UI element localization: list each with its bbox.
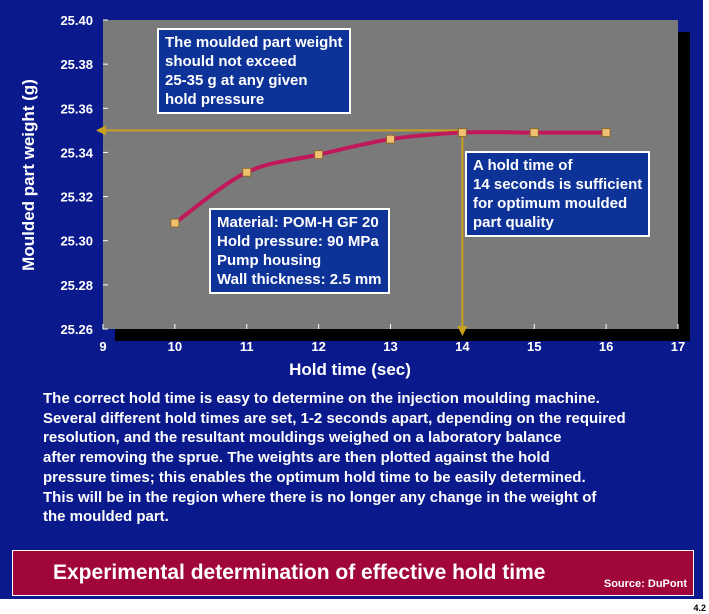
x-tick-label: 9 <box>99 339 106 354</box>
x-tick-label: 14 <box>455 339 470 354</box>
data-point <box>529 128 539 138</box>
annotation-weight-limit: The moulded part weight should not excee… <box>157 28 351 114</box>
annotation-hold-time: A hold time of 14 seconds is sufficient … <box>465 151 651 237</box>
slide-number: 4.2 <box>693 603 706 613</box>
description-text: The correct hold time is easy to determi… <box>43 390 626 526</box>
source-credit: Source: DuPont <box>603 578 687 590</box>
y-tick-label: 25.26 <box>60 322 93 337</box>
y-tick-label: 25.36 <box>60 101 93 116</box>
y-tick-label: 25.34 <box>60 145 93 160</box>
title-banner: Experimental determination of effective … <box>12 550 694 596</box>
y-tick-label: 25.38 <box>60 57 93 72</box>
annotation-material: Material: POM-H GF 20 Hold pressure: 90 … <box>209 208 390 294</box>
data-point <box>170 218 180 228</box>
y-tick-label: 25.28 <box>60 278 93 293</box>
data-point <box>601 128 611 138</box>
x-tick-label: 12 <box>311 339 325 354</box>
data-point <box>242 167 252 177</box>
y-axis-title: Moulded part weight (g) <box>19 79 38 271</box>
data-point <box>386 134 395 144</box>
x-tick-label: 17 <box>671 339 685 354</box>
y-tick-label: 25.40 <box>60 13 93 28</box>
slide-background: 9 10 11 12 13 14 15 16 17 25.26 25.28 25.30 25.32 25.… <box>0 0 703 599</box>
y-tick-label: 25.30 <box>60 234 93 249</box>
banner-title: Experimental determination of effective … <box>53 561 546 584</box>
x-tick-label: 11 <box>240 339 254 354</box>
x-axis-title: Hold time (sec) <box>289 360 411 379</box>
x-tick-label: 10 <box>168 339 182 354</box>
x-tick-label: 16 <box>599 339 613 354</box>
data-point <box>457 128 467 138</box>
data-point <box>314 150 324 160</box>
y-tick-label: 25.32 <box>60 190 93 205</box>
x-tick-label: 13 <box>383 339 397 354</box>
x-tick-label: 15 <box>527 339 541 354</box>
